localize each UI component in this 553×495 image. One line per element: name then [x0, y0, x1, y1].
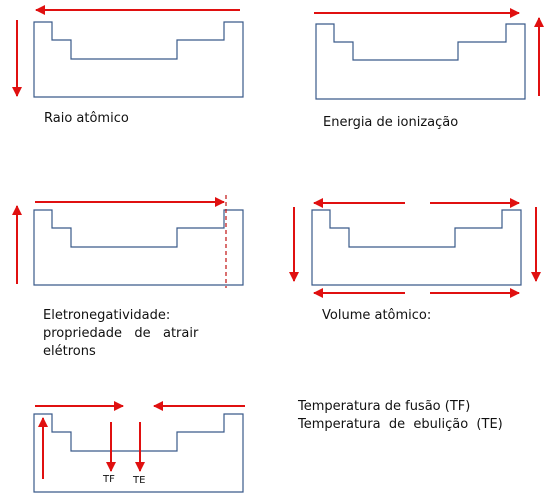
panel-melting-boiling	[33, 401, 245, 493]
label-melting-line-1: Temperatura de fusão (TF)	[298, 399, 471, 414]
label-boiling-line-2: Temperatura de ebulição (TE)	[298, 417, 503, 432]
periodic-table-outline-3	[33, 209, 244, 286]
periodic-table-outline-5	[33, 413, 244, 493]
label-electronegativity-line-1: Eletronegatividade:	[43, 308, 171, 323]
panel-ionization-energy	[314, 8, 544, 100]
label-te: TE	[133, 475, 146, 486]
panel-electronegativity	[12, 195, 244, 288]
label-electronegativity-line-2: propriedade de atrair	[43, 326, 199, 341]
periodic-table-outline-1	[33, 21, 244, 98]
periodic-table-outline-2	[315, 23, 526, 100]
label-atomic-radius: Raio atômico	[44, 111, 129, 126]
label-electronegativity: Eletronegatividade: propriedade de atrai…	[43, 307, 233, 361]
label-electronegativity-line-3: elétrons	[43, 344, 96, 359]
periodic-table-outline-4	[311, 209, 522, 286]
panel-atomic-radius	[12, 5, 244, 98]
label-atomic-volume: Volume atômico:	[322, 308, 432, 323]
label-ionization-energy: Energia de ionização	[323, 115, 459, 130]
panel-atomic-volume	[289, 198, 541, 298]
label-tf: TF	[103, 474, 115, 485]
label-melting-boiling: Temperatura de fusão (TF) Temperatura de…	[298, 398, 503, 434]
